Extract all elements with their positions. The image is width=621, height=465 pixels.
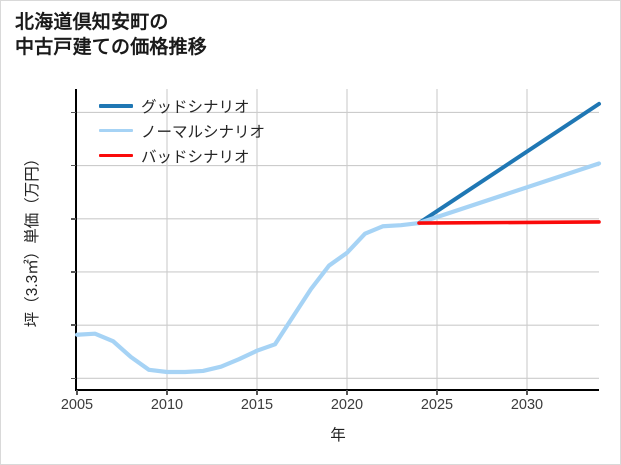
y-tick-mark — [71, 218, 76, 220]
legend-item-good[interactable]: グッドシナリオ — [99, 93, 349, 118]
x-tick-label: 2005 — [60, 397, 94, 413]
x-tick-mark — [256, 390, 258, 395]
x-tick-mark — [526, 390, 528, 395]
x-tick-label: 2020 — [330, 397, 364, 413]
y-tick-mark — [71, 324, 76, 326]
grid-layer — [77, 89, 599, 389]
x-tick-mark — [346, 390, 348, 395]
legend-item-label: グッドシナリオ — [141, 98, 250, 116]
series-line-good — [417, 101, 601, 226]
legend-swatch-icon — [99, 153, 133, 158]
x-tick-label: 2015 — [240, 397, 274, 413]
x-tick-label: 2025 — [420, 397, 454, 413]
chart-title: 北海道倶知安町の 中古戸建ての価格推移 — [15, 12, 208, 59]
x-tick-label: 2030 — [510, 397, 544, 413]
y-tick-mark — [71, 271, 76, 273]
series-line-normal — [74, 161, 602, 375]
y-tick-mark — [71, 164, 76, 167]
legend-swatch-icon — [99, 103, 133, 108]
y-axis-label: 坪（3.3㎡）単価（万円） — [24, 150, 41, 328]
legend-item-label: ノーマルシナリオ — [141, 123, 266, 141]
legend-item-normal[interactable]: ノーマルシナリオ — [99, 118, 349, 143]
series-layer — [74, 101, 602, 375]
y-tick-mark — [71, 111, 76, 114]
legend-item-bad[interactable]: バッドシナリオ — [99, 143, 349, 168]
x-tick-label: 2010 — [150, 397, 184, 413]
x-axis-label: 年 — [330, 427, 346, 444]
series-line-bad — [417, 220, 601, 225]
x-tick-mark — [76, 390, 78, 395]
x-tick-mark — [166, 390, 168, 395]
y-tick-mark — [71, 377, 76, 380]
chart-legend: グッドシナリオ ノーマルシナリオ バッドシナリオ — [99, 93, 349, 168]
x-tick-mark — [436, 390, 438, 395]
legend-item-label: バッドシナリオ — [141, 148, 250, 166]
legend-swatch-icon — [99, 128, 133, 133]
